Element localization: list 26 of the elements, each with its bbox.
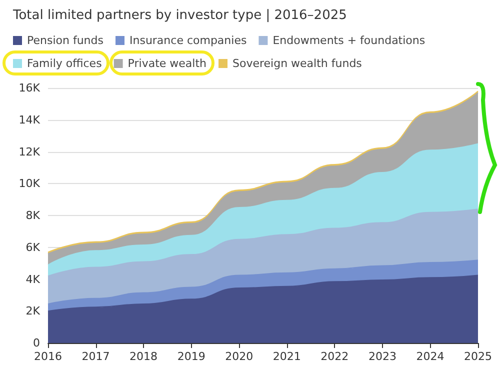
y-tick-label: 10K <box>18 177 41 190</box>
x-tick-label: 2022 <box>320 350 349 363</box>
legend-label: Private wealth <box>128 57 207 70</box>
x-tick-label: 2025 <box>464 350 492 363</box>
x-tick-label: 2018 <box>130 350 158 363</box>
x-tick-label: 2019 <box>177 350 206 363</box>
y-tick-label: 14K <box>18 113 41 126</box>
x-tick-label: 2021 <box>272 350 301 363</box>
x-tick-label: 2023 <box>368 350 396 363</box>
x-tick-label: 2016 <box>34 350 62 363</box>
legend-label: Family offices <box>27 57 102 70</box>
y-tick-label: 16K <box>18 82 41 94</box>
chart-title: Total limited partners by investor type | 2016–2025 <box>12 8 347 23</box>
legend-label: Insurance companies <box>129 34 247 47</box>
y-tick-label: 4K <box>26 272 41 286</box>
legend-label: Endowments + foundations <box>272 34 426 47</box>
x-tick-label: 2017 <box>82 350 110 363</box>
x-tick-label: 2024 <box>416 350 444 363</box>
y-tick-label: 2K <box>26 304 41 318</box>
y-tick-label: 6K <box>26 240 41 254</box>
legend-label: Sovereign wealth funds <box>232 57 362 70</box>
x-tick-label: 2020 <box>225 350 254 363</box>
legend-label: Pension funds <box>27 34 104 47</box>
y-tick-label: 8K <box>26 209 41 222</box>
y-tick-label: 12K <box>18 145 41 158</box>
y-tick-label: 0 <box>33 336 40 350</box>
